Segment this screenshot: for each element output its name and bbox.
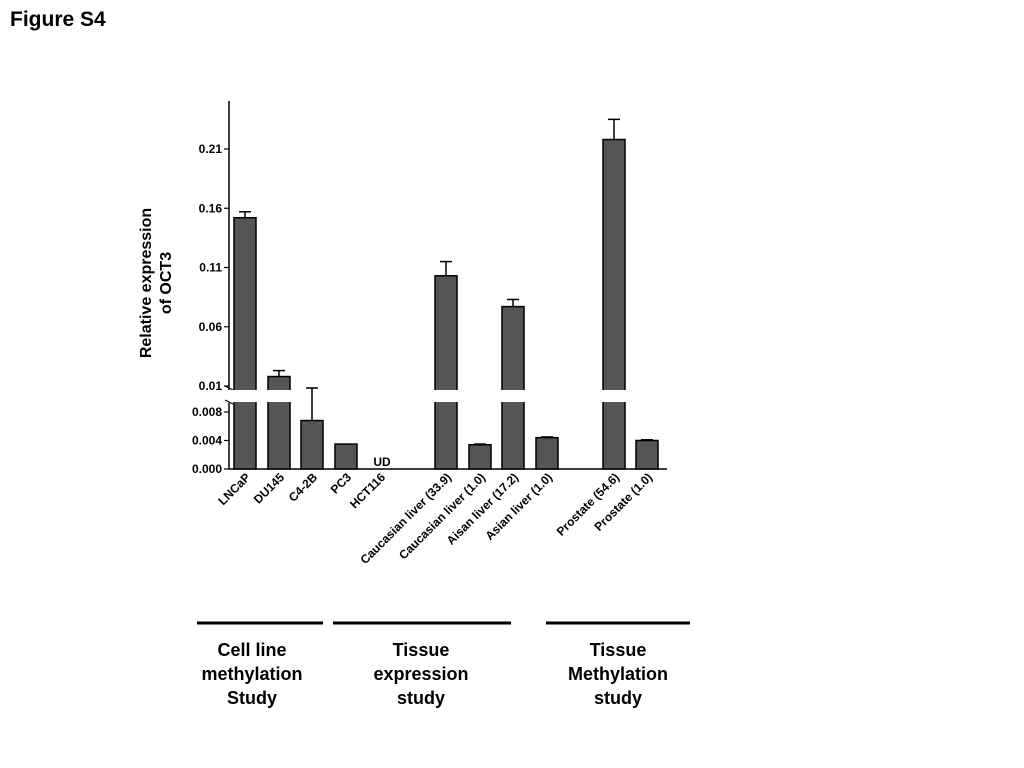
bar-7: [501, 305, 525, 470]
group-label-line: Tissue: [589, 640, 647, 660]
bar-break-gap: [266, 390, 292, 402]
category-label-10: Prostate (1.0): [591, 470, 655, 534]
bar-8: [535, 436, 559, 470]
y-axis-label: Relative expression of OCT3: [138, 208, 175, 358]
bar-break-gap: [500, 390, 526, 402]
group-label-line: study: [593, 688, 642, 708]
bar-break-gap: [433, 390, 459, 402]
y-tick-label: 0.06: [199, 320, 223, 334]
bar-break-gap: [232, 390, 258, 402]
bar-6: [468, 444, 492, 470]
group-label-line: Tissue: [392, 640, 450, 660]
y-tick-label: 0.000: [192, 462, 222, 476]
group-label-line: Cell line: [217, 640, 287, 660]
group-label-line: expression: [373, 664, 469, 684]
figure-title: Figure S4: [10, 8, 106, 31]
category-label-1: DU145: [251, 470, 288, 507]
y-axis-label-line: of OCT3: [158, 252, 175, 314]
y-tick-label: 0.008: [192, 405, 222, 419]
ud-annotation: UD: [373, 455, 391, 469]
axis-break-mark: [224, 399, 234, 405]
y-tick-label: 0.11: [199, 261, 222, 275]
category-label-3: PC3: [328, 470, 355, 497]
group-label-line: Study: [226, 688, 277, 708]
group-label-line: study: [396, 688, 445, 708]
bar-9: [602, 138, 626, 470]
group-label-line: methylation: [201, 664, 303, 684]
bar-0: [233, 216, 257, 470]
y-tick-label: 0.16: [199, 201, 223, 215]
category-label-4: HCT116: [347, 470, 388, 511]
bars: UD: [232, 118, 659, 470]
y-axis-label-line: Relative expression: [138, 208, 155, 358]
group-label-2: Tissue Methylation study: [533, 638, 703, 710]
y-axis-label-text: Relative expression of OCT3: [138, 208, 175, 358]
bar-break-gap: [601, 390, 627, 402]
bar-3: [334, 443, 358, 470]
category-label-2: C4-2B: [286, 470, 321, 505]
y-tick-label: 0.004: [192, 434, 222, 448]
y-tick-label: 0.01: [199, 379, 223, 393]
group-label-0: Cell line methylation Study: [167, 638, 337, 710]
bar-5: [434, 275, 458, 470]
y-tick-label: 0.21: [199, 142, 223, 156]
group-label-line: Methylation: [567, 664, 668, 684]
axes: 0.01 0.06 0.11 0.16 0.21 0.000 0.004 0.008: [192, 101, 690, 625]
bar-2: [300, 419, 324, 470]
bar-10: [635, 439, 659, 470]
group-label-1: Tissue expression study: [336, 638, 506, 710]
